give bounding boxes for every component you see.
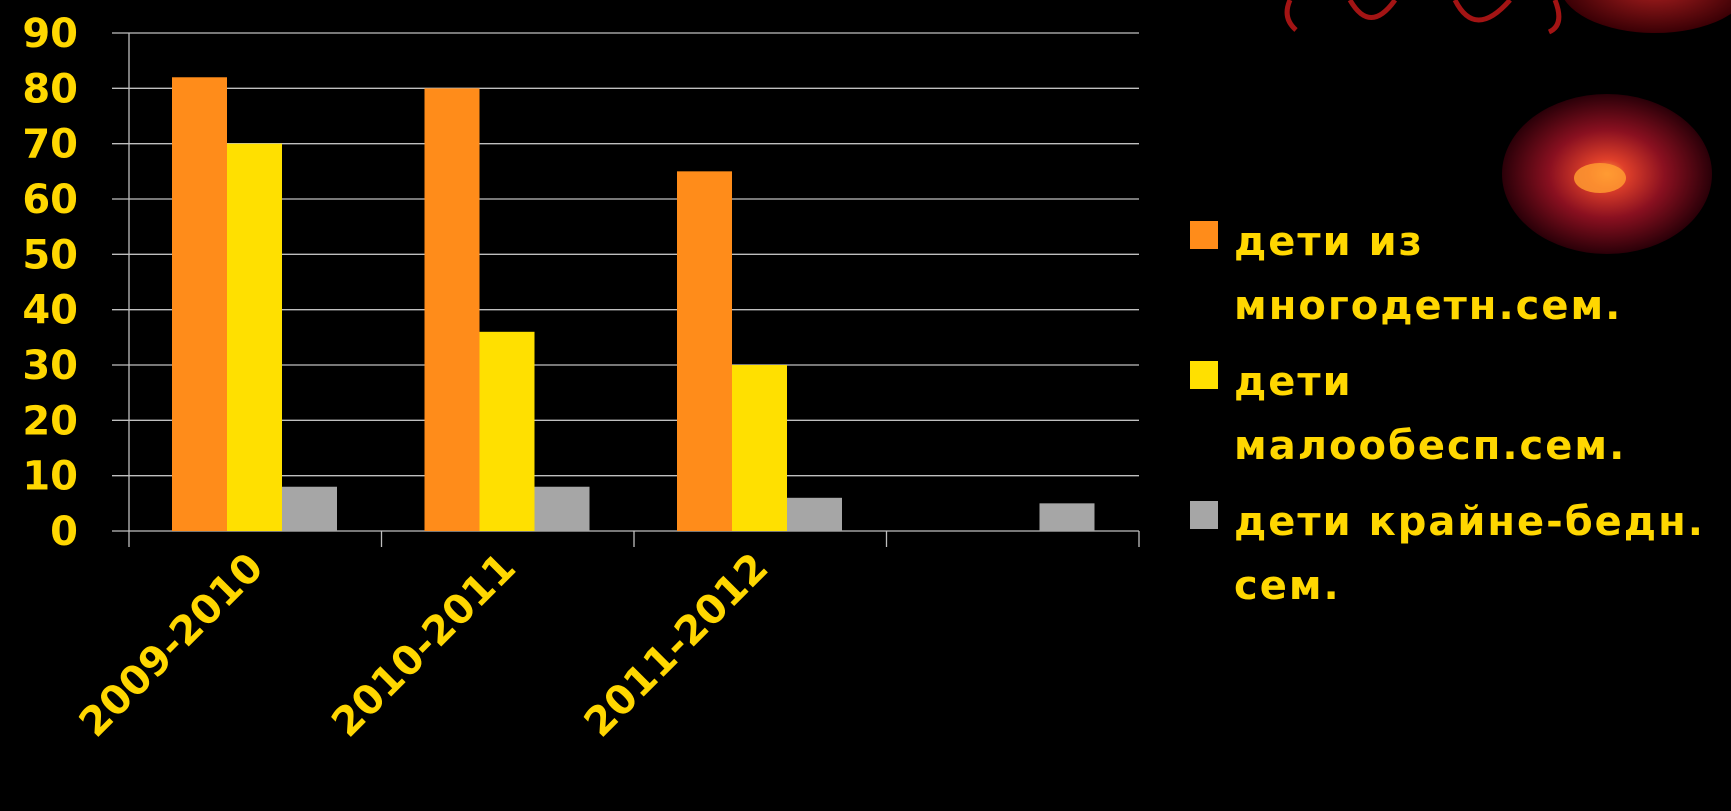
bar	[227, 143, 282, 531]
y-tick-labels: 0 10 20 30 40 50 60 70 80 90	[22, 11, 78, 555]
y-tick-label: 60	[22, 177, 78, 223]
y-tick-label: 40	[22, 288, 78, 334]
legend-label-line2: сем.	[1234, 563, 1341, 609]
y-tick-label: 0	[50, 509, 78, 555]
bar	[1039, 503, 1095, 531]
legend-item-many-children: дети из многодетн.сем.	[1188, 210, 1731, 338]
x-tick-labels: 2009-2010 2010-2011 2011-2012	[71, 545, 778, 747]
legend-item-low-income: дети малообесп.сем.	[1188, 350, 1731, 478]
legend-label-line2: многодетн.сем.	[1234, 283, 1623, 329]
bar	[677, 171, 732, 532]
y-tick-label: 80	[22, 66, 78, 112]
bar	[172, 77, 227, 532]
legend-swatch-gray	[1190, 501, 1218, 529]
y-tick-label: 50	[22, 232, 78, 278]
bar	[479, 331, 535, 531]
bar	[282, 486, 337, 531]
bar	[732, 365, 787, 531]
legend-swatch-yellow	[1190, 361, 1218, 389]
bar	[534, 486, 590, 531]
legend: дети из многодетн.сем. дети малообесп.се…	[1188, 210, 1731, 630]
bar	[787, 497, 842, 531]
y-tick-label: 10	[22, 454, 78, 500]
y-tick-label: 20	[22, 398, 78, 444]
y-tick-label: 70	[22, 122, 78, 168]
legend-label-line1: дети	[1234, 359, 1353, 405]
x-tick-label: 2011-2012	[576, 545, 778, 747]
bars	[172, 77, 1095, 532]
x-tick-label: 2010-2011	[323, 545, 525, 747]
legend-item-extremely-poor: дети крайне-бедн. сем.	[1188, 490, 1731, 618]
legend-label-line2: малообесп.сем.	[1234, 423, 1627, 469]
gridlines	[112, 32, 1139, 532]
y-tick-label: 90	[22, 11, 78, 57]
x-tick-label: 2009-2010	[71, 545, 273, 747]
legend-label-line1: дети крайне-бедн.	[1234, 499, 1705, 545]
legend-swatch-orange	[1190, 221, 1218, 249]
y-tick-label: 30	[22, 343, 78, 389]
axes	[128, 33, 1140, 547]
bar	[424, 88, 480, 531]
legend-label-line1: дети из	[1234, 219, 1424, 265]
